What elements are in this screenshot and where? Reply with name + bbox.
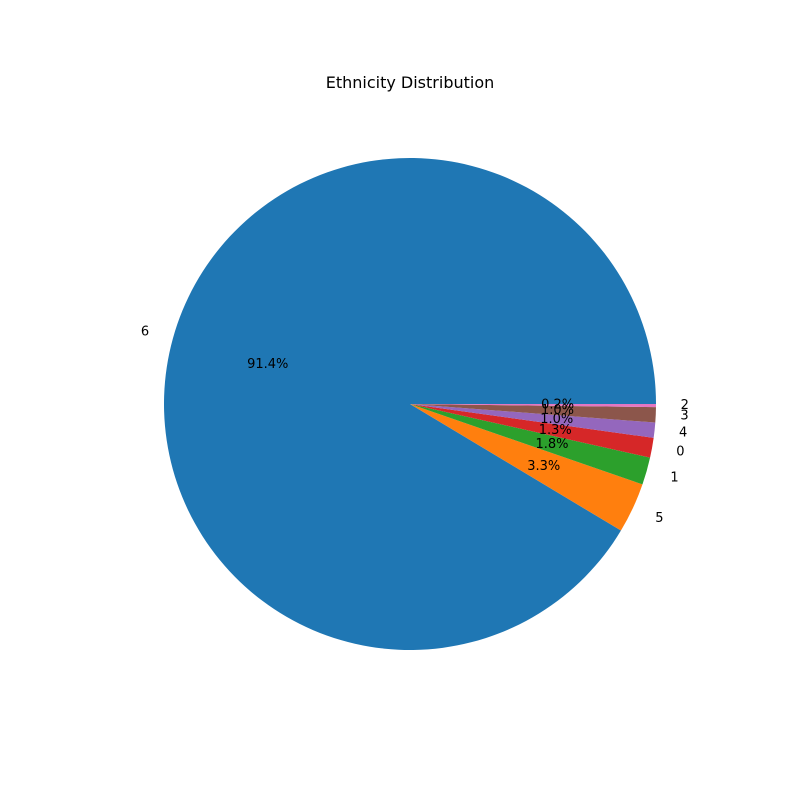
slice-pct-6: 91.4%: [247, 357, 288, 372]
pie-slice-6: [163, 157, 657, 650]
slice-label-4: 4: [679, 425, 687, 440]
pie-slice-1: [410, 404, 651, 485]
pie-slice-4: [410, 404, 656, 438]
slice-label-1: 1: [670, 470, 678, 485]
chart-title: Ethnicity Distribution: [326, 73, 495, 92]
slice-label-5: 5: [655, 511, 663, 526]
slice-pct-3: 1.0%: [541, 403, 574, 418]
slice-label-3: 3: [680, 408, 688, 423]
slice-pct-0: 1.3%: [539, 423, 572, 438]
pie-slices: [163, 157, 657, 650]
pie-slice-5: [410, 404, 643, 531]
pie-slice-0: [410, 404, 654, 458]
slice-pct-2: 0.2%: [541, 397, 574, 412]
slice-pct-5: 3.3%: [527, 459, 560, 474]
slice-pct-4: 1.0%: [540, 412, 573, 427]
slice-pct-1: 1.8%: [535, 437, 568, 452]
pie-slice-3: [410, 404, 656, 423]
slice-label-0: 0: [676, 445, 684, 460]
pie-slice-2: [410, 404, 656, 408]
pie-labels: 6 91.4% 5 3.3% 1 1.8% 0 1.3% 4 1.0% 3 1.0% 2 0.2%: [141, 324, 689, 526]
slice-label-2: 2: [681, 398, 689, 413]
slice-label-6: 6: [141, 324, 149, 339]
